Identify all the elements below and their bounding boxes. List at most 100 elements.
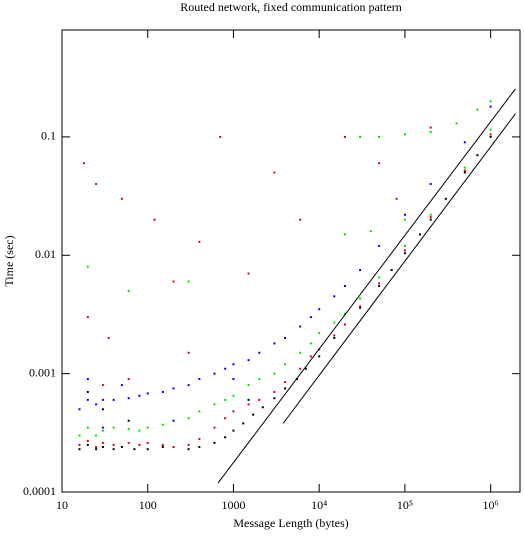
point [343,284,346,287]
point [359,305,362,308]
point [403,133,406,136]
point [284,380,287,383]
point [378,135,381,138]
point [359,135,362,138]
point [247,384,250,387]
point [86,398,89,401]
point [273,372,276,375]
point [86,265,89,268]
point [261,406,264,409]
point [463,166,466,169]
point [419,233,422,236]
point [187,280,190,283]
chart-title: Routed network, fixed communication patt… [180,0,402,14]
point [403,249,406,252]
point [455,122,458,125]
point [95,403,98,406]
point [258,398,261,401]
x-tick-label: 100 [139,498,157,512]
point [247,272,250,275]
point [359,306,362,309]
point [343,135,346,138]
point [273,397,276,400]
point [476,154,479,157]
point [107,337,110,339]
point [172,280,175,283]
point [213,372,216,375]
point [95,448,98,451]
point [120,197,123,200]
point [476,108,479,111]
point [378,162,381,165]
point [318,355,321,358]
x-tick-label: 10⁴ [311,498,327,512]
point [258,351,261,354]
x-tick-label: 1000 [221,498,245,512]
point [242,422,245,425]
point [127,378,130,381]
point [489,128,492,131]
point [213,441,216,444]
point [444,197,447,200]
point [395,197,398,200]
x-tick-label: 10⁵ [397,498,413,512]
point [232,410,235,413]
point [112,398,115,401]
point [299,367,302,370]
point [403,218,406,221]
point [299,351,302,354]
point [359,297,362,300]
point [403,244,406,247]
point [429,218,432,221]
point [161,423,164,426]
point [378,244,381,247]
point [146,448,149,451]
point [172,387,175,390]
point [369,230,372,233]
point [127,428,130,431]
point [489,133,492,136]
point [101,426,104,429]
point [232,363,235,366]
point [86,439,89,442]
point [273,390,276,393]
point [284,387,287,390]
reference-line [217,88,516,484]
point [318,308,321,311]
point [127,397,130,400]
point [198,240,201,243]
y-tick-label: 0.01 [35,247,56,261]
point [78,408,81,411]
y-tick-label: 0.1 [41,129,56,143]
point [198,378,201,381]
point [101,429,104,432]
point [172,445,175,448]
point [172,419,175,422]
point [101,384,104,387]
point [463,171,466,174]
point [232,394,235,397]
point [403,252,406,255]
point [333,337,336,339]
point [127,419,130,422]
point [112,443,115,446]
point [304,367,307,370]
point [299,218,302,221]
point [133,448,136,451]
point [403,213,406,216]
point [78,448,81,451]
point [429,130,432,133]
point [86,390,89,393]
point [101,408,104,411]
point [86,316,89,319]
point [318,332,321,335]
point [127,289,130,292]
point [390,269,393,272]
point [95,434,98,437]
point [78,434,81,437]
point [153,218,156,221]
y-tick-label: 0.0001 [23,484,56,498]
point [146,392,149,395]
point [378,282,381,285]
point [146,426,149,429]
